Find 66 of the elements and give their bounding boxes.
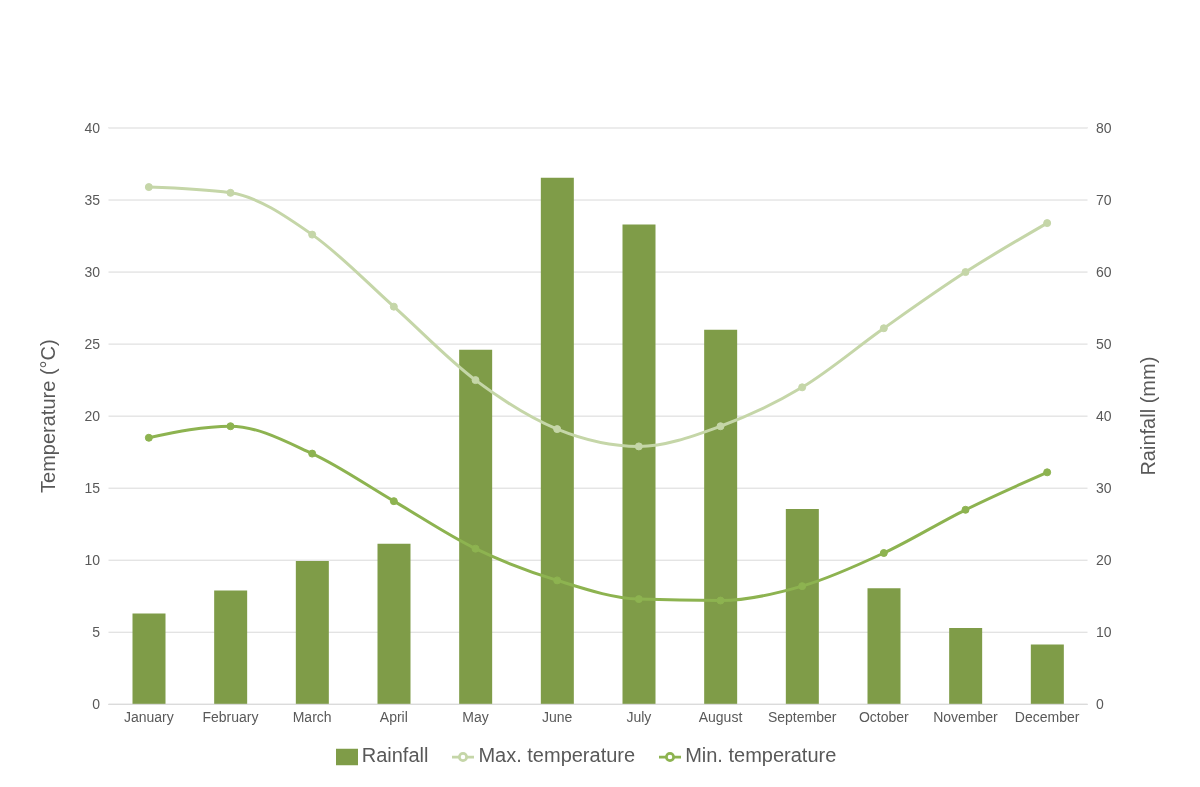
point [389,497,398,506]
y-tick-label: 40 [84,119,101,136]
point [879,549,888,558]
x-tick-label: December [1014,709,1080,726]
point [1043,468,1052,477]
point [1043,219,1052,228]
y2-tick-label: 70 [1096,192,1112,209]
y-axis-title: Temperature (°C) [37,339,60,493]
y2-tick-label: 40 [1096,408,1112,425]
point [308,230,317,239]
bar [622,224,656,705]
bar [459,349,493,705]
x-tick-label: July [626,709,652,726]
bar [214,590,248,705]
bar [1030,644,1064,705]
x-tick-label: November [933,709,999,726]
point [634,442,643,451]
point [144,183,153,192]
y2-tick-label: 60 [1096,264,1112,281]
x-tick-label: October [858,709,910,726]
legend-label: Min. temperature [685,744,837,767]
x-tick-label: March [292,709,332,726]
y-tick-label: 35 [84,192,101,209]
y-tick-label: 15 [84,480,101,497]
y-tick-label: 10 [84,552,101,569]
y2-tick-label: 80 [1096,119,1112,136]
y2-tick-label: 10 [1096,624,1112,641]
y2-tick-label: 30 [1096,480,1112,497]
y-tick-label: 5 [92,624,101,641]
y-tick-label: 0 [92,696,101,713]
y2-tick-label: 20 [1096,552,1112,569]
legend-label: Max. temperature [478,744,636,767]
x-tick-label: January [123,709,174,726]
point [961,505,970,514]
point [226,188,235,197]
point [308,449,317,458]
bar [377,543,411,705]
y2-tick-label: 0 [1096,696,1104,713]
point [226,422,235,431]
x-tick-label: May [462,709,489,726]
bar [949,627,983,705]
y-tick-label: 20 [84,408,101,425]
bar [295,560,329,705]
x-tick-label: February [202,709,259,726]
x-tick-label: April [379,709,408,726]
point [553,425,562,434]
y-tick-label: 25 [84,336,101,353]
bar [867,588,901,705]
point [961,268,970,277]
point [879,324,888,333]
x-tick-label: August [698,709,743,726]
x-tick-label: June [541,709,573,726]
legend-label: Rainfall [361,744,429,767]
point [471,376,480,385]
y2-tick-label: 50 [1096,336,1112,353]
y-tick-label: 30 [84,264,101,281]
y2-axis-title: Rainfall (mm) [1137,356,1160,476]
bar [132,613,166,705]
bar [540,177,574,705]
bar [785,509,819,705]
point [798,383,807,392]
point [716,422,725,431]
x-tick-label: September [767,709,837,726]
point [389,302,398,311]
point [144,433,153,442]
bar [704,329,738,705]
